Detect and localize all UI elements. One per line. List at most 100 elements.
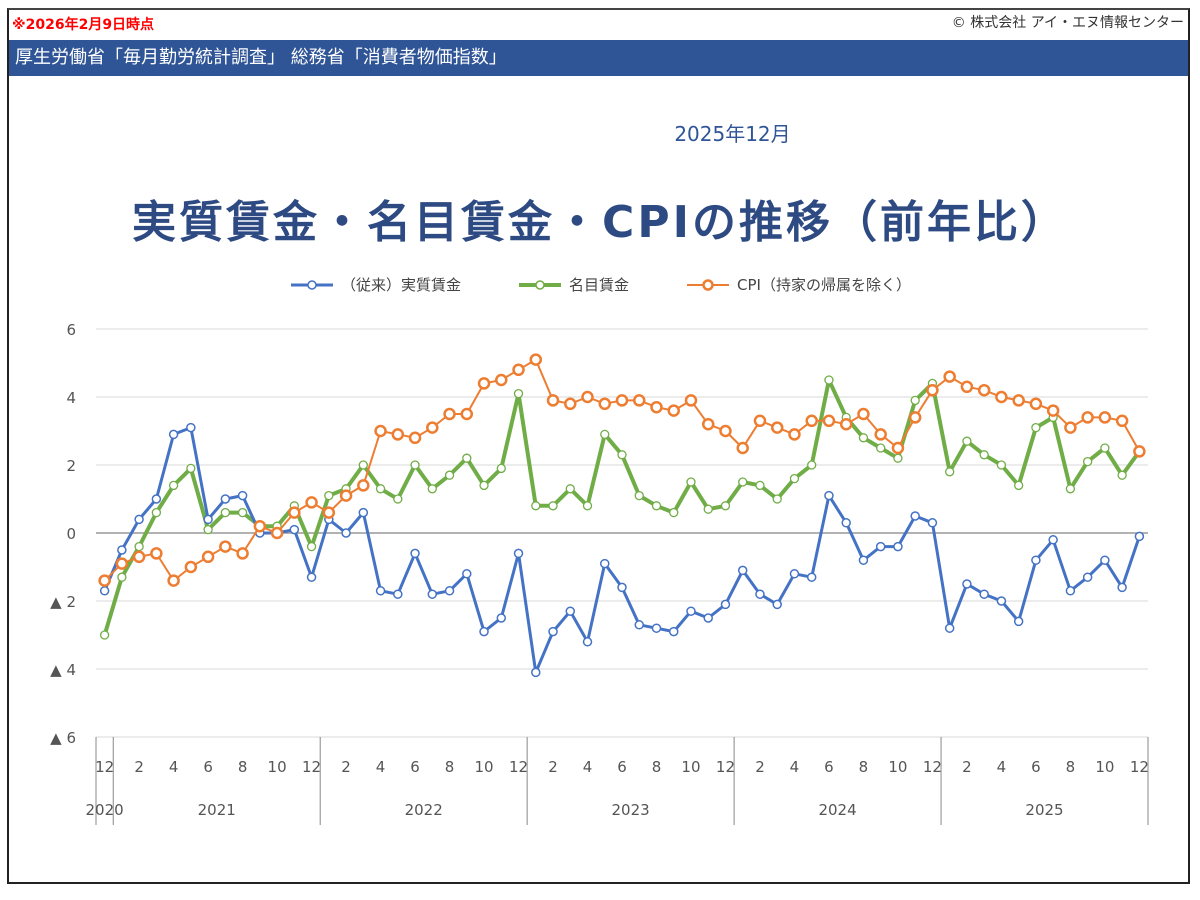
data-point — [926, 383, 939, 397]
data-point — [134, 541, 144, 552]
x-tick-label: 8 — [859, 758, 869, 776]
data-point — [393, 494, 403, 504]
data-point — [701, 417, 715, 431]
data-point — [236, 547, 249, 560]
data-point — [167, 574, 180, 587]
y-tick-label: 6 — [66, 321, 76, 339]
data-point — [168, 429, 179, 440]
y-tick-label: 4 — [66, 389, 76, 407]
year-label: 2021 — [198, 801, 236, 819]
data-point — [1013, 616, 1024, 627]
data-point — [822, 414, 836, 428]
data-point — [479, 480, 489, 491]
x-tick-label: 2 — [341, 758, 351, 776]
data-point — [426, 421, 439, 434]
data-point — [460, 407, 474, 421]
data-point — [824, 375, 834, 385]
data-point — [995, 390, 1008, 404]
data-point — [495, 373, 508, 387]
data-point — [99, 630, 110, 640]
data-point — [306, 572, 317, 582]
data-point — [617, 450, 627, 460]
data-point — [1031, 555, 1041, 565]
x-tick-label: 12 — [95, 758, 114, 776]
data-point — [324, 490, 334, 501]
x-tick-label: 4 — [583, 758, 593, 776]
data-point — [600, 429, 610, 440]
copyright: © 株式会社 アイ・エヌ情報センター — [951, 15, 1184, 31]
data-point — [531, 667, 541, 678]
data-point — [893, 541, 903, 552]
data-point — [632, 394, 646, 407]
data-point — [720, 599, 731, 610]
data-point — [703, 613, 713, 623]
data-point — [393, 589, 403, 599]
data-point — [565, 484, 575, 494]
data-point — [444, 470, 455, 480]
data-point — [1100, 443, 1110, 453]
data-point — [548, 626, 558, 637]
data-point — [375, 484, 386, 494]
data-point — [686, 477, 696, 487]
data-point — [99, 586, 110, 596]
data-point — [944, 623, 955, 633]
data-point — [150, 547, 163, 560]
data-point — [772, 494, 782, 504]
data-point — [839, 417, 853, 431]
data-point — [132, 550, 146, 564]
year-label: 2022 — [405, 801, 443, 819]
legend-label: CPI（持家の帰属を除く） — [737, 276, 911, 294]
data-point — [1065, 586, 1076, 596]
data-point — [1046, 404, 1060, 417]
data-point — [117, 545, 127, 555]
data-point — [357, 479, 370, 492]
data-point — [962, 436, 972, 446]
data-point — [1082, 572, 1093, 582]
data-point — [151, 507, 162, 518]
data-point — [546, 394, 560, 407]
x-tick-label: 10 — [1095, 758, 1114, 776]
data-point — [184, 560, 198, 574]
data-point — [858, 555, 869, 565]
data-point — [876, 443, 886, 453]
data-point — [410, 548, 420, 559]
legend-label: （従来）実質賃金 — [341, 276, 462, 294]
x-tick-label: 8 — [652, 758, 662, 776]
data-point — [686, 606, 696, 616]
data-point — [496, 463, 506, 474]
data-point — [529, 353, 543, 366]
source-banner: 厚生労働省「毎月勤労統計調査」 総務省「消費者物価指数」 — [9, 40, 1188, 76]
data-point — [322, 506, 336, 519]
data-point — [875, 541, 886, 552]
data-point — [548, 501, 558, 511]
x-tick-label: 8 — [445, 758, 455, 776]
data-point — [220, 507, 230, 518]
data-point — [634, 490, 644, 501]
data-point — [513, 548, 524, 559]
x-tick-label: 6 — [410, 758, 420, 776]
data-point — [996, 460, 1007, 470]
x-tick-label: 12 — [302, 758, 321, 776]
data-point — [289, 524, 300, 535]
data-point — [203, 514, 213, 525]
data-point — [719, 424, 732, 438]
data-point — [410, 460, 420, 470]
data-point — [306, 541, 317, 552]
x-tick-label: 4 — [169, 758, 179, 776]
data-point — [736, 441, 749, 455]
x-tick-label: 2 — [755, 758, 765, 776]
x-tick-label: 6 — [824, 758, 834, 776]
data-point — [1081, 411, 1094, 424]
data-point — [1134, 531, 1145, 542]
y-tick-label: 0 — [66, 525, 76, 543]
data-point — [807, 460, 817, 470]
data-point — [479, 626, 489, 637]
data-point — [408, 431, 422, 445]
as-of-date: ※2026年2月9日時点 — [12, 17, 155, 33]
data-point — [806, 572, 817, 582]
series-line-0 — [103, 426, 1141, 674]
data-point — [669, 507, 679, 518]
x-tick-label: 4 — [790, 758, 800, 776]
data-point — [375, 586, 386, 596]
legend-item-real-wage: （従来）実質賃金 — [289, 274, 461, 295]
